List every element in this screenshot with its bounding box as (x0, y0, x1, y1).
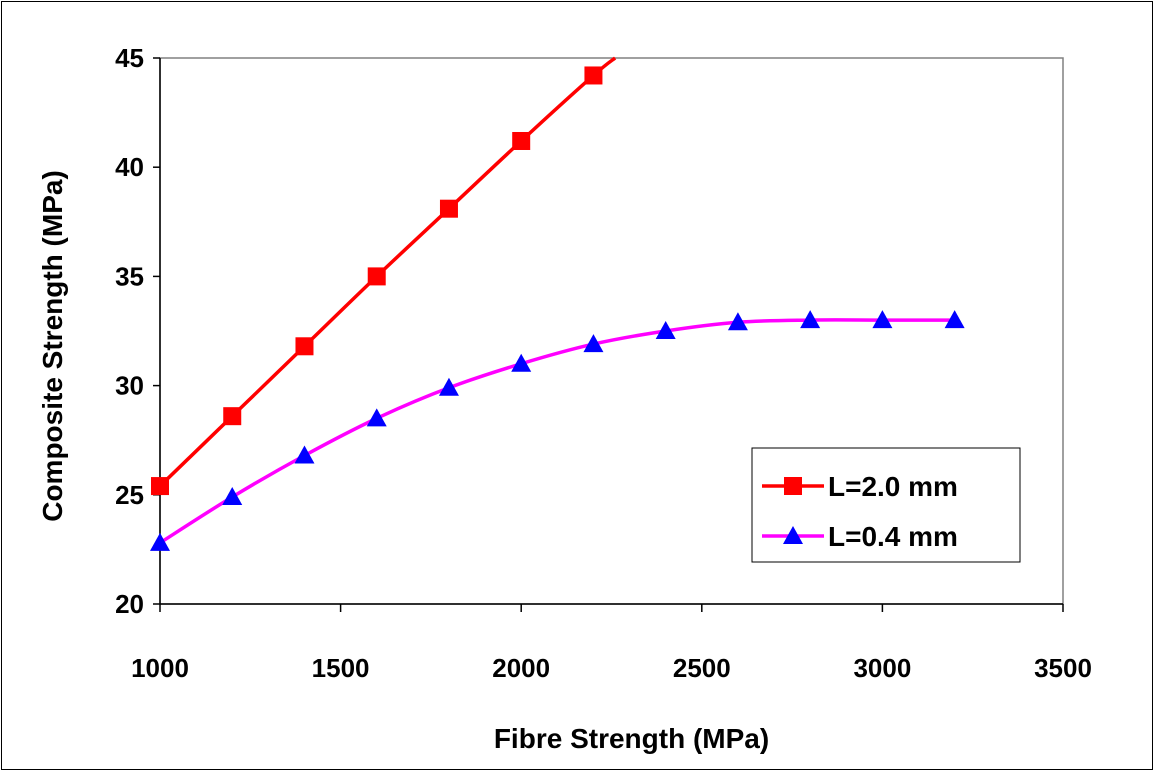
y-tick-label: 40 (115, 152, 144, 182)
data-point (583, 334, 604, 353)
y-tick-label: 30 (115, 371, 144, 401)
data-point (438, 377, 459, 396)
x-axis-label: Fibre Strength (MPa) (494, 723, 769, 754)
data-point (367, 267, 386, 286)
x-tick-label: 2500 (673, 653, 731, 683)
data-point (584, 66, 603, 85)
data-point (150, 532, 170, 551)
legend-marker (783, 526, 803, 544)
data-point (294, 445, 315, 464)
series-2 (150, 310, 965, 551)
data-point (655, 321, 676, 339)
data-point (944, 310, 965, 329)
y-tick-label: 35 (115, 261, 144, 291)
x-tick-label: 1000 (131, 653, 189, 683)
data-point (222, 486, 243, 505)
data-point (223, 407, 242, 426)
data-point (800, 310, 821, 329)
y-tick-label: 45 (115, 43, 144, 73)
series-1 (151, 56, 617, 496)
legend-label: L=2.0 mm (828, 471, 958, 502)
legend-marker (784, 477, 802, 495)
x-tick-label: 3000 (853, 653, 911, 683)
data-point (512, 131, 531, 150)
legend: L=2.0 mm L=0.4 mm (751, 447, 1021, 563)
x-tick-label: 1500 (312, 653, 370, 683)
data-point (295, 337, 314, 356)
y-tick-label: 20 (115, 589, 144, 619)
data-point (872, 310, 893, 329)
series-layer (150, 56, 965, 551)
data-point (439, 199, 458, 218)
axes: 20 25 30 35 40 45 1000 1500 2000 2500 3000 3500 (115, 43, 1092, 683)
y-axis-label: Composite Strength (MPa) (37, 170, 68, 522)
data-point (366, 408, 387, 427)
data-point (511, 353, 532, 372)
legend-label: L=0.4 mm (828, 521, 958, 552)
data-point (727, 312, 748, 331)
x-tick-label: 2000 (492, 653, 550, 683)
x-tick-label: 3500 (1034, 653, 1092, 683)
data-point (151, 477, 169, 496)
y-tick-label: 25 (115, 480, 144, 510)
